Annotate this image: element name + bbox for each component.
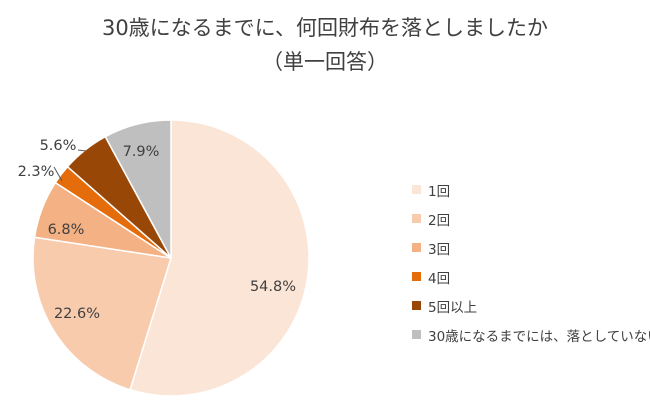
data-label-3: 6.8% — [48, 222, 85, 238]
data-label-2: 22.6% — [54, 306, 100, 322]
legend-label: 3回 — [428, 241, 451, 258]
data-label-6: 7.9% — [123, 144, 160, 160]
chart-legend: 1回 2回 3回 4回 5回以上 30歳になるまでには、落としていない — [412, 175, 650, 349]
data-label-4: 2.3% — [18, 164, 55, 180]
legend-item-4: 4回 — [412, 262, 650, 291]
legend-swatch — [412, 330, 421, 339]
data-label-1: 54.8% — [250, 279, 296, 295]
legend-item-1: 1回 — [412, 175, 650, 204]
legend-label: 4回 — [428, 270, 451, 287]
legend-item-6: 30歳になるまでには、落としていない — [412, 320, 650, 349]
chart-title: 30歳になるまでに、何回財布を落としましたか — [101, 16, 549, 40]
pie-slice-1 — [129, 119, 310, 397]
legend-item-2: 2回 — [412, 204, 650, 233]
legend-swatch — [412, 214, 421, 223]
chart-subtitle: （単一回答） — [262, 50, 388, 74]
data-label-5: 5.6% — [40, 138, 77, 154]
legend-swatch — [412, 185, 421, 194]
pie-slice-2 — [32, 236, 172, 391]
pie-slice-6 — [104, 119, 172, 259]
legend-swatch — [412, 301, 421, 310]
legend-label: 5回以上 — [428, 299, 478, 316]
leader-line-4 — [53, 166, 63, 182]
legend-label: 1回 — [428, 183, 451, 200]
legend-item-5: 5回以上 — [412, 291, 650, 320]
legend-item-3: 3回 — [412, 233, 650, 262]
legend-label: 2回 — [428, 212, 451, 229]
legend-swatch — [412, 272, 421, 281]
legend-label: 30歳になるまでには、落としていない — [428, 328, 650, 345]
legend-swatch — [412, 243, 421, 252]
leader-line-5 — [77, 149, 87, 152]
